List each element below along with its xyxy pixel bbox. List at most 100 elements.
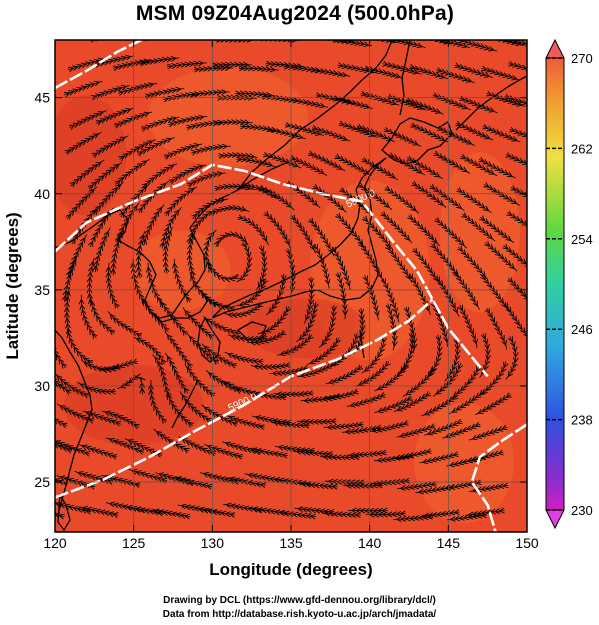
streamline-207 [480, 217, 515, 244]
colorbar-min-triangle [545, 509, 565, 530]
credit-data: Data from http://database.rish.kyoto‐u.a… [162, 609, 437, 620]
streamline-170 [508, 278, 527, 310]
streamline-13 [348, 510, 388, 511]
coastline-taiwan [57, 492, 71, 532]
streamline-190 [67, 186, 98, 219]
streamline-290 [193, 68, 234, 70]
streamline-132 [505, 336, 516, 380]
streamline-295 [310, 70, 351, 77]
contour-line-1 [55, 298, 434, 499]
streamline-40 [78, 444, 117, 458]
contour-line-2 [55, 40, 143, 90]
streamline-147 [406, 306, 415, 354]
coastline-china [55, 161, 289, 319]
streamline-121 [203, 316, 240, 334]
streamline-56 [464, 452, 504, 461]
streamline-141 [224, 304, 262, 316]
streamline-2 [79, 507, 118, 515]
streamline-94 [474, 394, 511, 416]
streamline-187 [458, 247, 489, 280]
streamline-228 [66, 131, 102, 153]
field-patch-3 [148, 66, 309, 167]
streamline-245 [479, 159, 516, 179]
streamline-186 [432, 244, 461, 279]
streamline-253 [213, 122, 253, 123]
streamline-61 [151, 380, 166, 423]
map-title: MSM 09Z04Aug2024 (500.0hPa) [135, 2, 455, 25]
coastline-hokkaido [381, 117, 453, 165]
streamline-49 [293, 451, 333, 454]
streamline-305 [90, 32, 129, 40]
streamline-251 [168, 116, 208, 124]
streamline-202 [363, 217, 394, 250]
x-tick-label: 135 [279, 535, 303, 551]
streamline-292 [238, 68, 279, 70]
streamline-308 [162, 31, 202, 34]
streamline-37 [469, 485, 508, 491]
credit-drawing: Drawing by DCL (https://www.gfd‐dennou.o… [163, 595, 436, 606]
streamline-179 [255, 245, 265, 291]
streamline-113 [478, 361, 506, 397]
x-tick-label: 130 [201, 535, 225, 551]
coastline-shikoku [236, 321, 267, 341]
streamline-307 [144, 35, 184, 39]
streamline-198 [265, 213, 291, 249]
streamline-159 [207, 258, 239, 279]
streamline-103 [224, 351, 264, 362]
streamline-65 [226, 414, 264, 427]
streamline-75 [468, 427, 507, 441]
streamline-185 [413, 249, 441, 285]
y-tick-label: 45 [34, 90, 50, 106]
streamline-180 [288, 248, 293, 296]
streamline-208 [507, 213, 527, 235]
gridlines [55, 40, 527, 532]
coastline-kurils [455, 75, 527, 131]
contour-line-3 [470, 423, 527, 532]
streamline-302 [482, 68, 521, 80]
streamline-309 [189, 36, 229, 37]
streamline-240 [362, 159, 399, 181]
streamline-116 [91, 297, 115, 333]
streamline-260 [384, 129, 422, 147]
colorbar-scale [545, 57, 565, 511]
y-axis-title: Latitude (degrees) [3, 212, 22, 359]
x-tick-label: 120 [43, 535, 67, 551]
streamline-10 [276, 512, 316, 517]
streamline-112 [450, 365, 479, 400]
colorbar-tick-label: 262 [571, 141, 593, 156]
x-tick-label: 125 [122, 535, 146, 551]
streamline-211 [116, 158, 150, 184]
streamline-225 [457, 189, 492, 214]
islands-izu [359, 329, 365, 359]
streamline-183 [360, 242, 384, 282]
streamline-98 [98, 362, 138, 371]
streamline-289 [166, 63, 207, 67]
streamline-150 [487, 308, 508, 350]
streamline-233 [191, 146, 231, 153]
coastline-honshu-north [211, 157, 387, 319]
field-patch-1 [439, 152, 520, 313]
streamline-288 [140, 58, 180, 64]
streamline-161 [265, 273, 284, 316]
streamline-189 [503, 245, 527, 272]
y-tick-label: 40 [34, 186, 50, 202]
tick-marks [54, 40, 528, 532]
streamline-127 [361, 336, 385, 374]
y-tick-label: 30 [34, 378, 50, 394]
x-tick-label: 140 [358, 535, 382, 551]
streamline-169 [482, 275, 509, 311]
streamline-18 [465, 511, 505, 516]
islands-ryukyu [171, 379, 199, 429]
streamline-137 [148, 262, 163, 307]
streamline-201 [337, 214, 366, 249]
streamline-136 [133, 258, 145, 304]
colorbar-tick-label: 230 [571, 503, 593, 518]
streamline-222 [385, 187, 420, 214]
streamline-67 [270, 422, 310, 426]
x-tick-label: 145 [437, 535, 461, 551]
wind-streamlines [55, 31, 527, 520]
streamline-196 [211, 208, 250, 214]
streamline-317 [387, 40, 426, 48]
streamline-144 [318, 304, 334, 348]
streamline-95 [55, 325, 65, 368]
